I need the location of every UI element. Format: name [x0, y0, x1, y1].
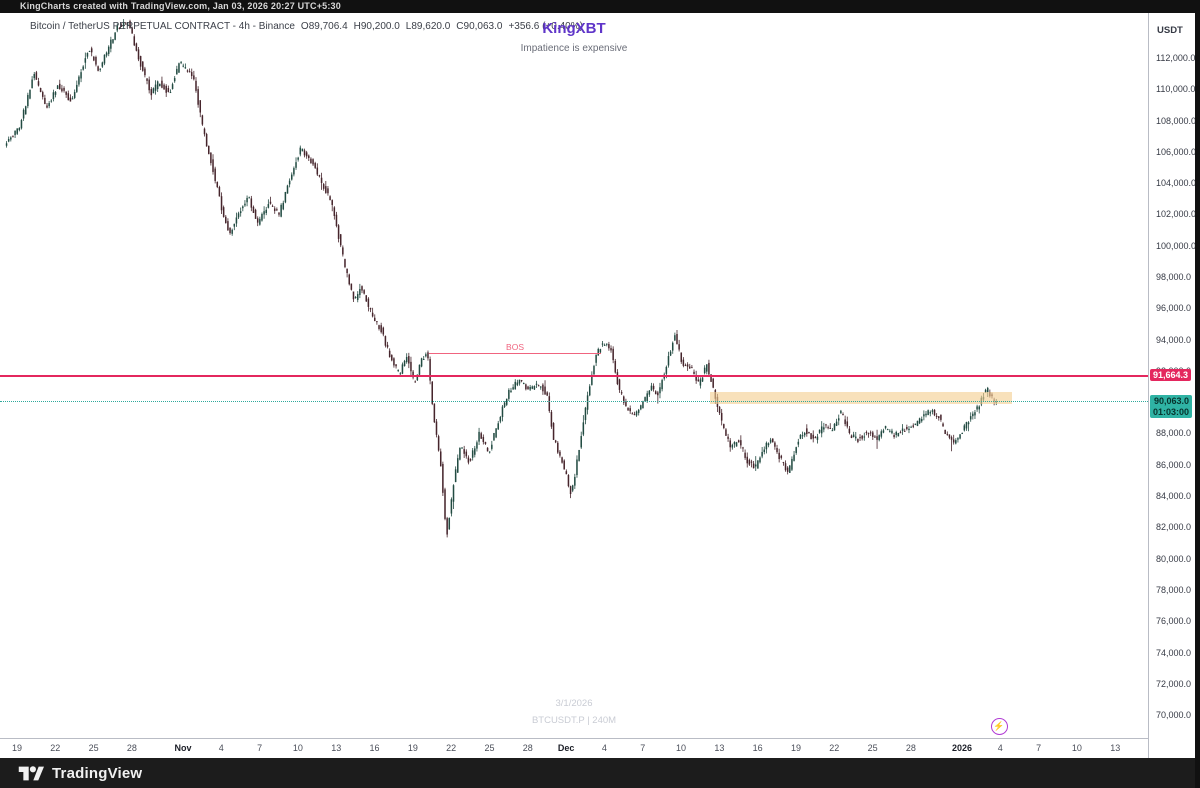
footer-bar: TradingView: [0, 758, 1200, 788]
price-tick-label: 80,000.0: [1156, 553, 1192, 564]
time-tick-label: 4: [601, 743, 607, 753]
ohlc-close: C90,063.0: [456, 21, 503, 32]
highlight-zone[interactable]: [710, 392, 1012, 405]
time-tick-label: 7: [1036, 743, 1042, 753]
price-tick-label: 100,000.0: [1156, 240, 1197, 251]
price-tick-label: 102,000.0: [1156, 209, 1197, 220]
time-tick-label: 7: [257, 743, 263, 753]
symbol-header[interactable]: Bitcoin / TetherUS PERPETUAL CONTRACT - …: [30, 21, 583, 32]
price-tick-label: 74,000.0: [1156, 647, 1192, 658]
price-axis-currency: USDT: [1157, 25, 1183, 36]
time-tick-label: 13: [714, 743, 725, 753]
price-tick-label: 84,000.0: [1156, 491, 1192, 502]
time-tick-label: 16: [752, 743, 763, 753]
current-price-line: [0, 401, 1148, 403]
time-tick-label: 28: [905, 743, 916, 753]
price-tick-label: 78,000.0: [1156, 584, 1192, 595]
price-tick-label: 86,000.0: [1156, 459, 1192, 470]
candlestick-series: [5, 19, 998, 538]
time-tick-label: 25: [88, 743, 99, 753]
time-tick-label: 28: [126, 743, 137, 753]
time-tick-label: 10: [1071, 743, 1082, 753]
symbol-title[interactable]: Bitcoin / TetherUS PERPETUAL CONTRACT - …: [30, 21, 295, 32]
lightning-icon: ⚡: [993, 720, 1005, 731]
time-tick-label: 19: [11, 743, 23, 753]
price-tick-label: 88,000.0: [1156, 428, 1192, 439]
time-tick-label: 19: [407, 743, 418, 753]
time-tick-label: Dec: [557, 743, 575, 753]
time-tick-label: 25: [867, 743, 878, 753]
bottom-watermark: 3/1/2026 BTCUSDT.P | 240M: [0, 698, 1148, 732]
alert-price-badge: 91,664.3: [1150, 369, 1192, 382]
price-tick-label: 94,000.0: [1156, 334, 1192, 345]
price-tick-label: 112,000.0: [1156, 53, 1196, 63]
price-tick-label: 72,000.0: [1156, 678, 1192, 689]
price-tick-label: 106,000.0: [1156, 146, 1197, 157]
time-tick-label: 10: [292, 743, 303, 753]
footer-brand-text: TradingView: [52, 764, 143, 782]
price-alert-line[interactable]: [0, 375, 1148, 378]
time-tick-label: 16: [369, 743, 380, 753]
time-tick-label: 28: [522, 743, 533, 753]
time-tick-label: 13: [1110, 743, 1121, 753]
bos-line[interactable]: [429, 353, 601, 355]
export-info-text: KingCharts created with TradingView.com,…: [20, 1, 341, 11]
bar-countdown: 01:03:00: [1153, 406, 1190, 417]
ohlc-open: O89,706.4: [300, 21, 348, 32]
chart-watermark: KingXBT Impatience is expensive: [0, 20, 1148, 54]
time-tick-label: 13: [331, 743, 342, 753]
alert-price-value: 91,664.3: [1153, 370, 1189, 381]
time-axis[interactable]: 19 22 25 28 Nov 4 7 10 13 16 19 22 25 28 Dec 4 7 10 13 16 19…: [0, 738, 1148, 758]
time-tick-label: 4: [218, 743, 224, 753]
time-tick-label: 22: [446, 743, 457, 753]
time-tick-label: 4: [997, 743, 1003, 753]
time-tick-label: 2026: [951, 743, 972, 753]
last-price-value: 90,063.0: [1153, 396, 1190, 407]
time-tick-label: 19: [790, 743, 801, 753]
price-tick-label: 76,000.0: [1156, 616, 1192, 627]
price-tick-label: 104,000.0: [1156, 178, 1197, 189]
time-tick-label: 22: [50, 743, 61, 753]
bos-label: BOS: [506, 342, 524, 353]
watermark-subtitle: Impatience is expensive: [520, 43, 628, 54]
time-tick-label: Nov: [174, 743, 192, 753]
time-tick-label: 10: [676, 743, 687, 753]
time-tick-label: 7: [640, 743, 646, 753]
price-tick-label: 108,000.0: [1156, 115, 1197, 126]
price-change: +356.6 (+0.40%): [508, 21, 583, 32]
chart-plot-area[interactable]: BOS Bitcoin / TetherUS PERPETUAL CONTRAC…: [0, 0, 1148, 738]
time-tick-label: 22: [829, 743, 840, 753]
ohlc-low: L89,620.0: [405, 21, 451, 32]
price-axis[interactable]: USDT 112,000.0 110,000.0 108,000.0 106,000.…: [1148, 13, 1197, 758]
ohlc-high: H90,200.0: [353, 21, 400, 32]
price-tick-label: 82,000.0: [1156, 522, 1192, 533]
watermark-title: KingXBT: [542, 20, 606, 37]
watermark-date: 3/1/2026: [555, 698, 593, 709]
time-tick-label: 25: [484, 743, 495, 753]
watermark-symbol: BTCUSDT.P | 240M: [531, 715, 617, 726]
tradingview-logo-icon: [18, 765, 44, 782]
price-tick-label: 70,000.0: [1156, 710, 1192, 721]
right-frame-edge: [1195, 0, 1200, 788]
price-tick-label: 110,000.0: [1156, 84, 1196, 95]
price-tick-label: 96,000.0: [1156, 303, 1192, 314]
price-tick-label: 98,000.0: [1156, 272, 1192, 283]
last-price-badge: 90,063.0 01:03:00: [1150, 395, 1193, 419]
spark-event-icon[interactable]: ⚡: [990, 717, 1008, 735]
export-info-bar: KingCharts created with TradingView.com,…: [0, 0, 1200, 13]
